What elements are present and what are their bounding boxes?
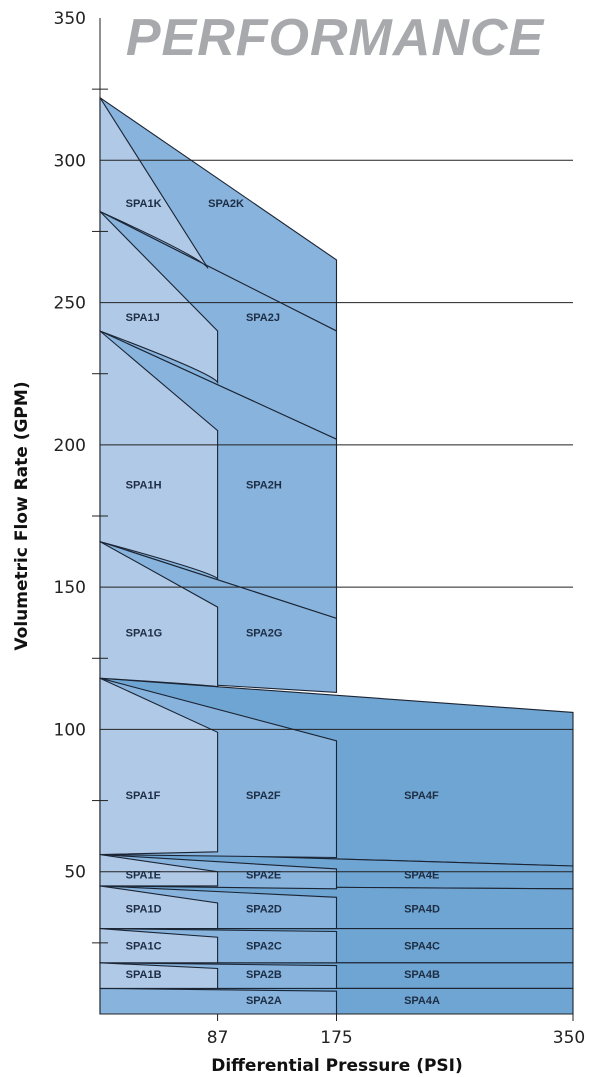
label-spa2c: SPA2C	[246, 941, 282, 953]
label-spa1c: SPA1C	[126, 941, 162, 953]
label-spa1e: SPA1E	[126, 870, 161, 882]
label-spa1h: SPA1H	[126, 480, 162, 492]
label-spa1d: SPA1D	[126, 904, 162, 916]
region-spa1j	[99, 210, 219, 385]
x-axis-label: Differential Pressure (PSI)	[211, 1056, 463, 1076]
region-labels: SPA1K SPA2K SPA1J SPA2J SPA1H SPA2H SPA1G SPA2G…	[126, 198, 440, 1007]
label-spa2d: SPA2D	[246, 904, 282, 916]
label-spa1j: SPA1J	[126, 312, 160, 324]
label-spa4c: SPA4C	[404, 941, 440, 953]
label-spa4d: SPA4D	[404, 904, 440, 916]
region-spa1k	[99, 95, 209, 269]
x-tick-label: 350	[553, 1028, 585, 1048]
label-spa2h: SPA2H	[246, 480, 282, 492]
y-tick-label: 100	[54, 720, 86, 740]
y-tick-label: 50	[64, 863, 86, 883]
region-spa1h	[99, 329, 219, 581]
label-spa2f: SPA2F	[246, 790, 281, 802]
region-spa1g	[99, 540, 219, 688]
label-spa2e: SPA2E	[246, 870, 281, 882]
label-spa4e: SPA4E	[404, 870, 439, 882]
label-spa1f: SPA1F	[126, 790, 161, 802]
label-spa1b: SPA1B	[126, 969, 162, 981]
label-spa4f: SPA4F	[404, 790, 439, 802]
tick-labels: 50 100 150 200 250 300 350 87 175 350	[54, 9, 586, 1048]
label-spa2a: SPA2A	[246, 995, 282, 1007]
label-spa2b: SPA2B	[246, 969, 282, 981]
region-fills	[99, 95, 574, 1015]
y-tick-label: 200	[54, 436, 86, 456]
x-tick-label: 175	[320, 1028, 352, 1048]
x-tick-label: 87	[207, 1028, 229, 1048]
label-spa1k: SPA1K	[126, 198, 162, 210]
gridlines	[100, 159, 573, 873]
label-spa4a: SPA4A	[404, 995, 440, 1007]
y-tick-label: 250	[54, 294, 86, 314]
y-tick-label: 350	[54, 9, 86, 29]
y-tick-label: 300	[54, 151, 86, 171]
label-spa2g: SPA2G	[246, 628, 282, 640]
label-spa4b: SPA4B	[404, 969, 440, 981]
label-spa2k: SPA2K	[208, 198, 244, 210]
y-axis-label: Volumetric Flow Rate (GPM)	[12, 381, 32, 650]
chart-title: PERFORMANCE	[126, 9, 545, 67]
label-spa1g: SPA1G	[126, 628, 162, 640]
label-spa2j: SPA2J	[246, 312, 280, 324]
region-spa2a	[99, 987, 338, 1015]
y-tick-label: 150	[54, 578, 86, 598]
